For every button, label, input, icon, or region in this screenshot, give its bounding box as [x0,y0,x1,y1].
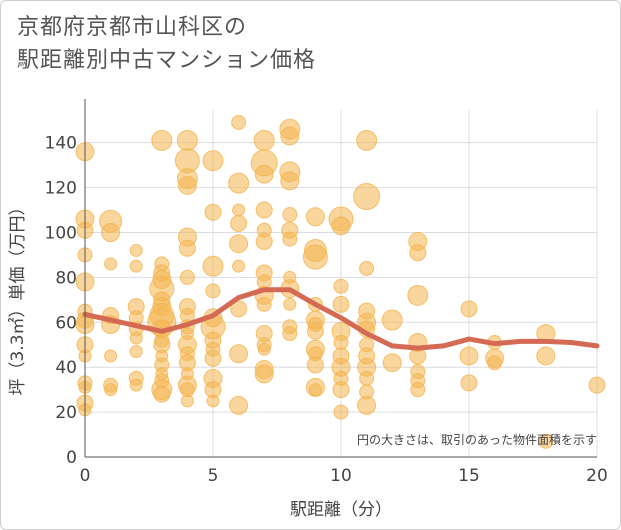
data-bubble [282,231,298,247]
y-tick-label: 20 [55,403,77,423]
data-bubble [255,232,273,250]
data-bubble [332,295,350,313]
data-bubble [104,257,118,271]
y-tick-label: 40 [55,358,77,378]
data-bubble [407,284,429,306]
data-bubble [129,378,143,392]
data-bubble [280,126,300,146]
data-bubble [104,383,118,397]
data-bubble [536,346,556,366]
data-bubble [254,164,274,184]
data-bubble [460,374,478,392]
data-bubble [353,183,381,211]
data-bubble [253,129,275,151]
data-bubble [232,259,246,273]
y-tick-label: 60 [55,313,77,333]
data-bubble [359,260,375,276]
data-bubble [282,207,298,223]
data-bubble [257,342,271,356]
data-bubble [282,326,298,342]
data-bubble [229,234,249,254]
bubble-layer [75,114,606,449]
data-bubble [228,172,250,194]
data-bubble [333,404,349,420]
y-tick-label: 80 [55,268,77,288]
data-bubble [333,278,349,294]
trend-line [82,287,600,351]
data-bubble [459,346,479,366]
data-bubble [206,394,220,408]
data-bubble [588,376,606,394]
data-bubble [302,244,328,270]
data-bubble [256,296,272,312]
data-bubble [306,356,324,374]
data-bubble [359,370,375,386]
y-tick-label: 120 [45,179,77,199]
axes: 0 20 40 60 80 100 120 140 0 5 10 15 20 [45,99,608,486]
data-bubble [229,344,249,364]
data-bubble [180,394,194,408]
data-bubble [356,129,378,151]
data-bubble [101,222,121,242]
data-bubble [129,243,143,257]
data-bubble [460,300,478,318]
data-bubble [255,201,273,219]
data-bubble [254,364,274,384]
data-bubble [202,150,224,172]
data-bubble [538,433,554,449]
data-bubble [129,344,143,358]
y-tick-label: 140 [45,134,77,154]
data-bubble [204,349,222,367]
data-bubble [204,203,222,221]
data-bubble [153,385,171,403]
data-bubble [410,382,426,398]
title-line-1: 京都府京都市山科区の [17,15,248,40]
data-bubble [308,383,322,397]
data-bubble [129,331,143,345]
data-bubble [230,215,248,233]
trend-layer [82,287,600,351]
y-tick-label: 0 [66,448,77,468]
x-tick-label: 10 [330,466,352,486]
data-bubble [409,244,427,262]
data-bubble [232,203,246,217]
x-tick-label: 15 [458,466,480,486]
data-bubble [306,322,324,340]
y-axis-label: 坪（3.3㎡）単価（万円） [8,198,28,395]
x-tick-label: 20 [586,466,608,486]
data-bubble [129,259,143,273]
data-bubble [151,129,173,151]
title-line-2: 駅距離別中古マンション価格 [17,48,317,73]
data-bubble [487,355,503,371]
data-bubble [205,283,221,299]
data-bubble [229,395,249,415]
data-bubble [332,381,350,399]
x-axis-label: 駅距離（分） [290,500,392,520]
data-bubble [178,239,196,257]
data-bubble [382,353,402,373]
data-bubble [283,297,297,311]
data-bubble [176,129,198,151]
data-bubble [357,395,377,415]
size-annotation: 円の大きさは、取引のあった物件面積を示す [357,432,597,447]
data-bubble [202,255,224,277]
chart-title: 京都府京都市山科区の 駅距離別中古マンション価格 [17,11,316,77]
y-tick-label: 100 [45,223,77,243]
data-bubble [104,349,118,363]
data-bubble [280,171,300,191]
data-bubble [231,114,247,130]
data-bubble [333,334,349,350]
data-bubble [177,175,197,195]
x-tick-label: 0 [80,466,91,486]
data-bubble [179,269,195,285]
data-bubble [381,309,403,331]
data-bubble [230,300,248,318]
data-bubble [305,207,325,227]
data-bubble [331,216,351,236]
x-tick-label: 5 [208,466,219,486]
